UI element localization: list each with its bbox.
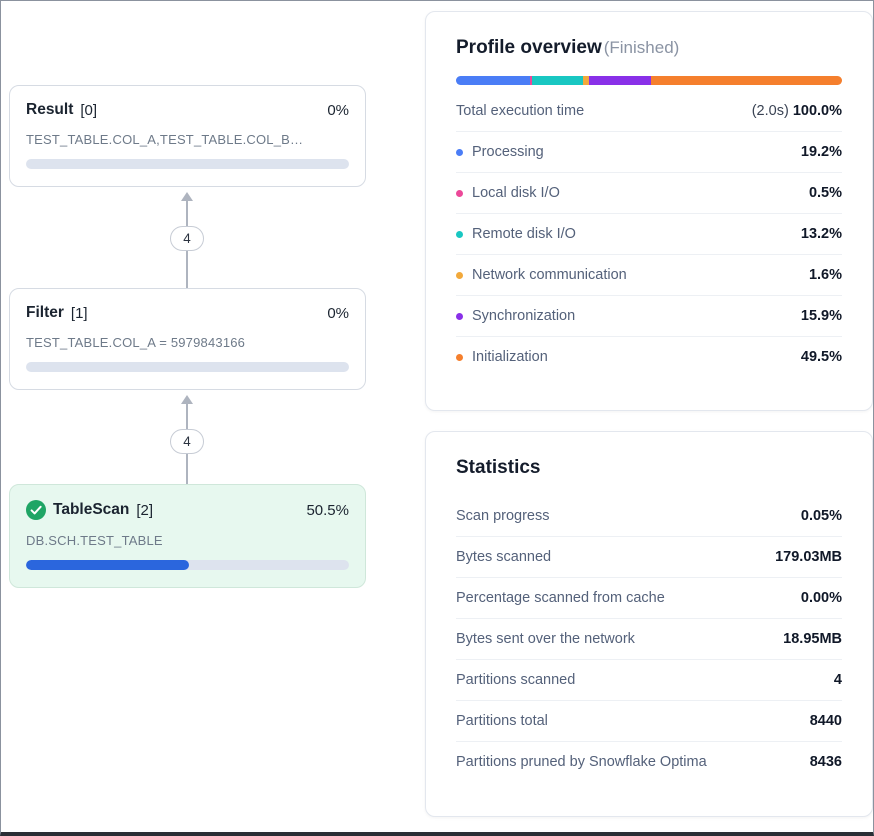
stat-row-bytes-scanned: Bytes scanned 179.03MB bbox=[456, 537, 842, 578]
query-status: (Finished) bbox=[603, 38, 680, 57]
node-tablescan[interactable]: TableScan [2] 50.5% DB.SCH.TEST_TABLE bbox=[9, 484, 366, 588]
legend-value: 13.2% bbox=[800, 226, 842, 242]
stat-value: 4 bbox=[833, 672, 842, 688]
legend-label: Processing bbox=[472, 144, 544, 160]
stat-label: Bytes scanned bbox=[456, 549, 552, 565]
node-result-progressbar bbox=[26, 159, 349, 169]
check-circle-icon bbox=[26, 500, 46, 520]
legend-row-network: Network communication 1.6% bbox=[456, 255, 842, 296]
node-tablescan-index: [2] bbox=[136, 501, 154, 519]
node-filter-index: [1] bbox=[70, 304, 88, 322]
stat-label: Partitions pruned by Snowflake Optima bbox=[456, 754, 707, 770]
node-filter-header: Filter [1] 0% bbox=[26, 304, 349, 322]
node-tablescan-progress-fill bbox=[26, 560, 190, 570]
stat-label: Percentage scanned from cache bbox=[456, 590, 665, 606]
stat-label: Partitions scanned bbox=[456, 672, 576, 688]
stat-row-partitions-total: Partitions total 8440 bbox=[456, 701, 842, 742]
legend-value: 1.6% bbox=[808, 267, 842, 283]
statistics-panel: Statistics Scan progress 0.05% Bytes sca… bbox=[425, 431, 873, 817]
legend-label: Synchronization bbox=[472, 308, 576, 324]
bar-segment-processing bbox=[456, 76, 531, 85]
legend-row-remote-disk-io: Remote disk I/O 13.2% bbox=[456, 214, 842, 255]
total-execution-percent: 100.0% bbox=[792, 103, 842, 119]
edge-rowcount-badge: 4 bbox=[170, 226, 204, 251]
node-result-title: Result bbox=[26, 101, 74, 118]
bar-segment-remote-disk-i-o bbox=[532, 76, 583, 85]
legend-value: 0.5% bbox=[808, 185, 842, 201]
legend-value: 49.5% bbox=[800, 349, 842, 365]
stat-row-cache-percentage: Percentage scanned from cache 0.00% bbox=[456, 578, 842, 619]
legend-dot bbox=[456, 271, 463, 279]
query-plan-canvas: Result [0] 0% TEST_TABLE.COL_A,TEST_TABL… bbox=[1, 1, 411, 832]
node-result-header: Result [0] 0% bbox=[26, 101, 349, 119]
stat-label: Bytes sent over the network bbox=[456, 631, 635, 647]
node-tablescan-percentage: 50.5% bbox=[306, 501, 349, 519]
stat-value: 179.03MB bbox=[775, 549, 842, 565]
node-result-percentage: 0% bbox=[327, 101, 349, 119]
legend-row-initialization: Initialization 49.5% bbox=[456, 337, 842, 377]
node-filter[interactable]: Filter [1] 0% TEST_TABLE.COL_A = 5979843… bbox=[9, 288, 366, 390]
legend-row-local-disk-io: Local disk I/O 0.5% bbox=[456, 173, 842, 214]
stat-row-partitions-pruned: Partitions pruned by Snowflake Optima 84… bbox=[456, 742, 842, 782]
legend-label: Network communication bbox=[472, 267, 627, 283]
stat-value: 8436 bbox=[809, 754, 842, 770]
bar-segment-network-communication bbox=[582, 76, 590, 85]
bar-segment-local-disk-i-o bbox=[530, 76, 533, 85]
statistics-titlebar: Statistics bbox=[456, 457, 842, 479]
node-result[interactable]: Result [0] 0% TEST_TABLE.COL_A,TEST_TABL… bbox=[9, 85, 366, 187]
legend-label: Initialization bbox=[472, 349, 548, 365]
stat-value: 8440 bbox=[809, 713, 842, 729]
profile-overview-titlebar: Profile overview (Finished) bbox=[456, 37, 842, 59]
stat-value: 0.05% bbox=[800, 508, 842, 524]
stat-label: Partitions total bbox=[456, 713, 548, 729]
node-result-index: [0] bbox=[80, 101, 98, 119]
node-tablescan-header: TableScan [2] 50.5% bbox=[26, 500, 349, 520]
stat-row-partitions-scanned: Partitions scanned 4 bbox=[456, 660, 842, 701]
node-result-detail: TEST_TABLE.COL_A,TEST_TABLE.COL_B… bbox=[26, 132, 304, 147]
node-tablescan-detail: DB.SCH.TEST_TABLE bbox=[26, 533, 163, 548]
profile-overview-panel: Profile overview (Finished) Total execut… bbox=[425, 11, 873, 411]
bar-segment-synchronization bbox=[589, 76, 651, 85]
node-tablescan-progressbar bbox=[26, 560, 349, 570]
legend-value: 19.2% bbox=[800, 144, 842, 160]
total-execution-value: (2.0s) 100.0% bbox=[752, 103, 842, 119]
node-filter-percentage: 0% bbox=[327, 304, 349, 322]
arrow-up-icon bbox=[181, 395, 193, 404]
total-execution-row: Total execution time (2.0s) 100.0% bbox=[456, 91, 842, 132]
stat-row-bytes-network: Bytes sent over the network 18.95MB bbox=[456, 619, 842, 660]
profile-stacked-bar bbox=[456, 76, 842, 85]
legend-label: Local disk I/O bbox=[472, 185, 560, 201]
legend-row-processing: Processing 19.2% bbox=[456, 132, 842, 173]
legend-value: 15.9% bbox=[800, 308, 842, 324]
node-tablescan-title: TableScan bbox=[53, 501, 130, 518]
legend-label: Remote disk I/O bbox=[472, 226, 576, 242]
stat-value: 0.00% bbox=[800, 590, 842, 606]
node-filter-title: Filter bbox=[26, 304, 64, 321]
legend-dot bbox=[456, 312, 463, 320]
total-execution-label: Total execution time bbox=[456, 103, 585, 119]
legend-dot bbox=[456, 353, 463, 361]
total-execution-time: (2.0s) bbox=[751, 103, 789, 119]
legend-dot bbox=[456, 189, 463, 197]
stat-label: Scan progress bbox=[456, 508, 550, 524]
legend-dot bbox=[456, 230, 463, 238]
panel-title: Profile overview bbox=[456, 37, 602, 58]
arrow-up-icon bbox=[181, 192, 193, 201]
legend-row-synchronization: Synchronization 15.9% bbox=[456, 296, 842, 337]
node-filter-detail: TEST_TABLE.COL_A = 5979843166 bbox=[26, 335, 246, 350]
bar-segment-initialization bbox=[650, 76, 842, 85]
legend-dot bbox=[456, 148, 463, 156]
node-filter-progressbar bbox=[26, 362, 349, 372]
stat-value: 18.95MB bbox=[783, 631, 842, 647]
panel-title: Statistics bbox=[456, 457, 541, 478]
stat-row-scan-progress: Scan progress 0.05% bbox=[456, 496, 842, 537]
edge-rowcount-badge: 4 bbox=[170, 429, 204, 454]
